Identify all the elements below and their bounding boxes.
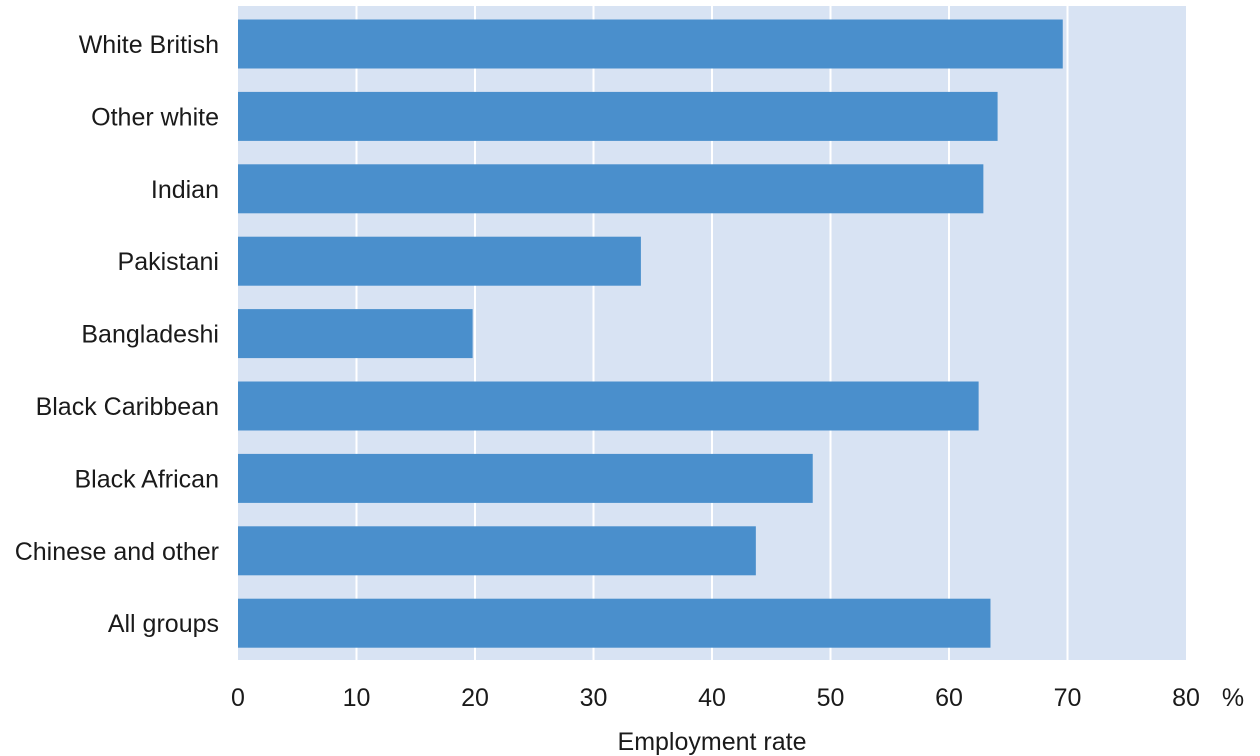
x-tick-label: 80 — [1172, 684, 1200, 712]
bar — [238, 236, 641, 286]
category-label: Bangladeshi — [81, 321, 219, 349]
x-tick-label: 50 — [817, 684, 845, 712]
category-label: White British — [79, 31, 219, 59]
bar — [238, 526, 756, 576]
bars — [238, 19, 1063, 648]
category-label: All groups — [108, 610, 219, 638]
x-tick-label: 70 — [1054, 684, 1082, 712]
bar — [238, 309, 473, 359]
bar — [238, 19, 1063, 69]
bar — [238, 164, 984, 214]
bar — [238, 381, 979, 431]
category-label: Chinese and other — [15, 538, 219, 566]
x-tick-label: 40 — [698, 684, 726, 712]
x-tick-labels: 0 10 20 30 40 50 60 70 80 — [231, 684, 1200, 712]
category-label: Black Caribbean — [36, 393, 219, 421]
category-label: Black African — [74, 465, 219, 493]
category-label: Indian — [151, 176, 219, 204]
x-tick-label: 20 — [461, 684, 489, 712]
category-label: Pakistani — [118, 248, 219, 276]
x-tick-label: 60 — [935, 684, 963, 712]
unit-label: % — [1222, 684, 1244, 712]
x-tick-label: 30 — [580, 684, 608, 712]
x-tick-label: 10 — [343, 684, 371, 712]
bar — [238, 453, 813, 503]
bar — [238, 598, 991, 648]
x-tick-label: 0 — [231, 684, 245, 712]
category-label: Other white — [91, 103, 219, 131]
x-axis-title: Employment rate — [618, 728, 807, 756]
bar — [238, 91, 998, 141]
category-labels: White British Other white Indian Pakistani B… — [15, 31, 219, 638]
